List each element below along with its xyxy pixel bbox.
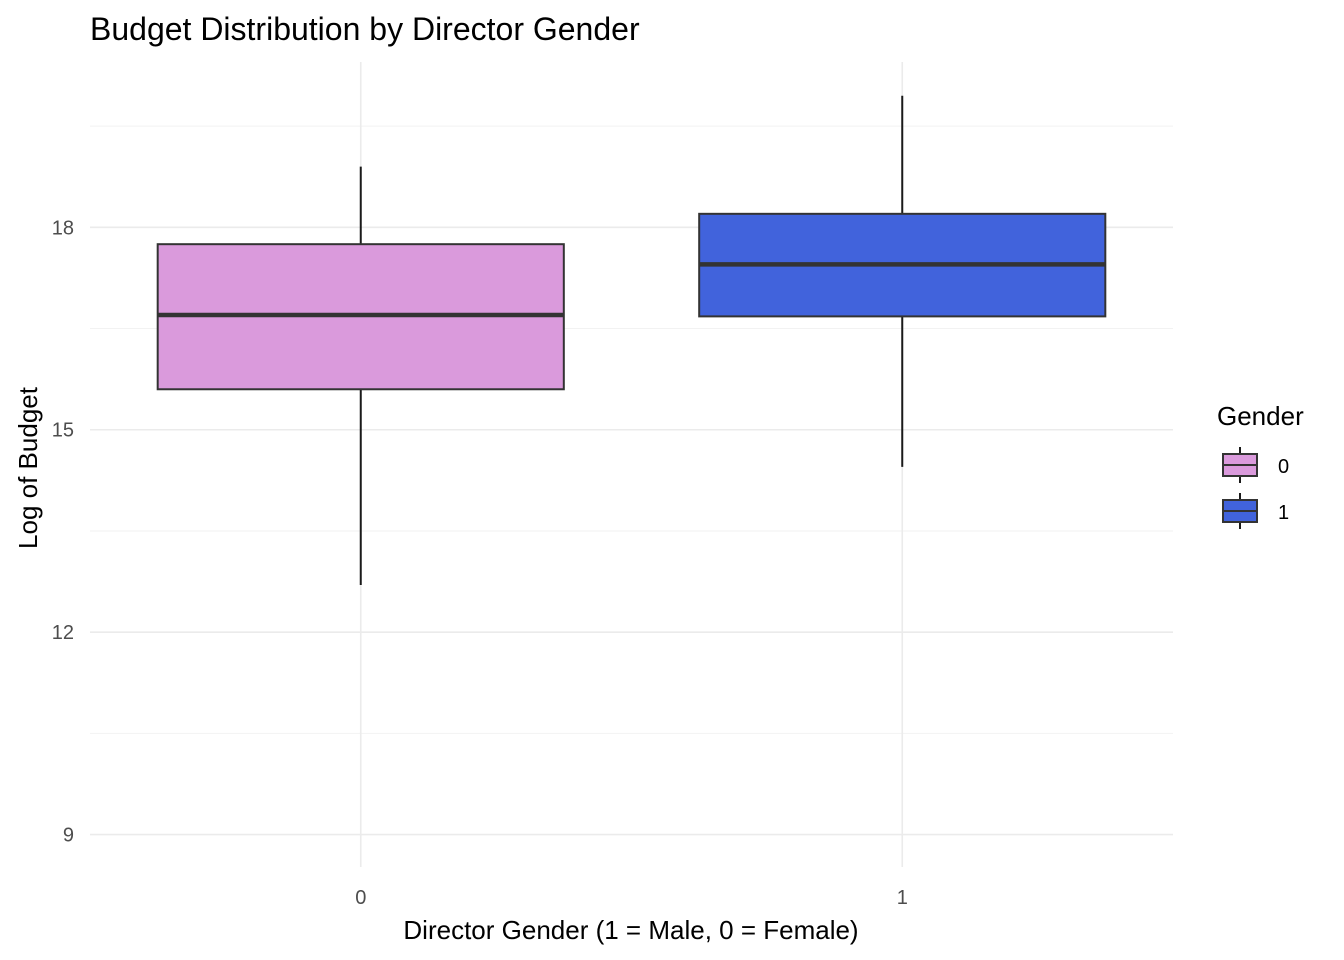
box-plot-1 (698, 95, 1107, 467)
legend-key-0: 0 (1222, 447, 1289, 483)
y-tick-label: 9 (63, 825, 74, 847)
y-axis-ticks: 9 12 15 18 (52, 217, 74, 846)
x-tick-label: 0 (355, 887, 366, 909)
y-tick-label: 12 (52, 622, 74, 644)
box-plots (156, 95, 1107, 585)
legend: Gender 0 1 (1217, 401, 1304, 529)
x-tick-label: 1 (897, 887, 908, 909)
chart-title: Budget Distribution by Director Gender (90, 11, 640, 47)
legend-label: 1 (1278, 502, 1289, 524)
x-axis-title: Director Gender (1 = Male, 0 = Female) (403, 915, 858, 945)
box-plot-0 (156, 166, 565, 585)
legend-title: Gender (1217, 401, 1304, 431)
legend-label: 0 (1278, 456, 1289, 478)
y-tick-label: 18 (52, 217, 74, 239)
y-tick-label: 15 (52, 420, 74, 442)
grid (90, 62, 1173, 867)
legend-key-1: 1 (1222, 493, 1289, 529)
y-axis-title: Log of Budget (13, 386, 43, 549)
